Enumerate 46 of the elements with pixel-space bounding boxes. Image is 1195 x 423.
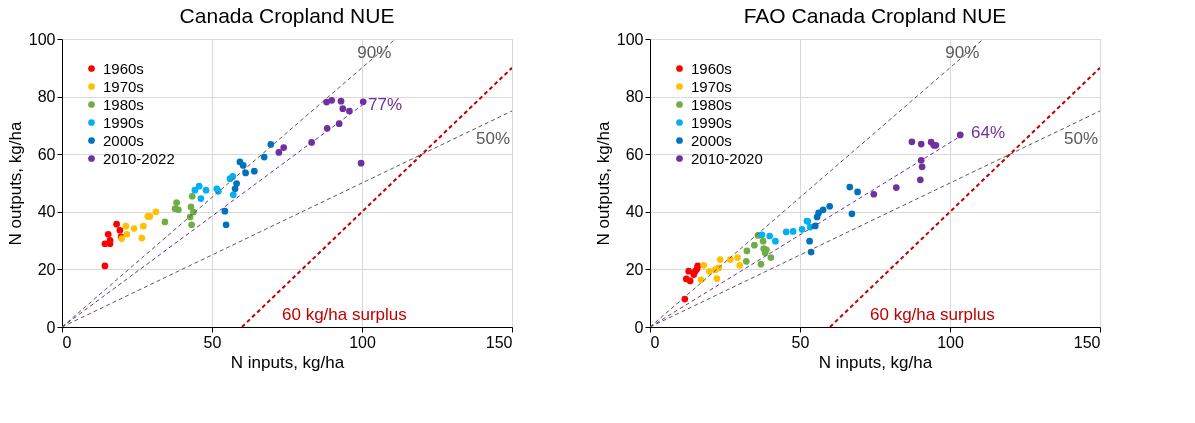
legend-label: 1990s <box>691 113 732 131</box>
series-label: 50% <box>475 129 510 148</box>
y-tick-label: 20 <box>625 260 644 278</box>
series-label: 60 kg/ha surplus <box>870 305 995 324</box>
y-tick-label: 40 <box>625 203 644 221</box>
y-tick-label: 0 <box>46 318 56 336</box>
y-tick-label: 40 <box>37 203 56 221</box>
chart-title: FAO Canada Cropland NUE <box>743 4 1007 27</box>
series-label: 50% <box>1063 129 1098 148</box>
chart-title: Canada Cropland NUE <box>179 4 395 27</box>
legend-label: 1980s <box>691 95 732 113</box>
series-label: 90% <box>357 43 392 62</box>
legend-label: 2010-2022 <box>103 149 175 167</box>
legend-label: 2000s <box>103 131 144 149</box>
x-axis-title: N inputs, kg/ha <box>818 352 933 372</box>
series-label: 60 kg/ha surplus <box>282 305 407 324</box>
x-tick-label: 100 <box>937 333 964 351</box>
series-label: 77% <box>368 95 403 115</box>
legend-label: 1970s <box>103 77 144 95</box>
y-tick-label: 60 <box>37 145 56 163</box>
y-tick-label: 20 <box>37 260 56 278</box>
y-axis-title: N outputs, kg/ha <box>5 121 25 246</box>
x-tick-label: 150 <box>485 333 513 351</box>
legend-label: 1960s <box>103 59 144 77</box>
y-tick-label: 100 <box>28 30 56 48</box>
legend-label: 1980s <box>103 95 144 113</box>
y-tick-label: 60 <box>625 145 644 163</box>
x-tick-label: 0 <box>62 333 72 351</box>
legend-label: 1970s <box>691 77 732 95</box>
legend-label: 1990s <box>103 113 144 131</box>
legend-label: 1960s <box>691 59 732 77</box>
y-tick-label: 100 <box>616 30 644 48</box>
legend-label: 2010-2020 <box>691 149 763 167</box>
legend-label: 2000s <box>691 131 732 149</box>
x-tick-label: 100 <box>349 333 376 351</box>
y-axis-title: N outputs, kg/ha <box>593 121 613 246</box>
series-label: 64% <box>971 123 1006 143</box>
x-tick-label: 150 <box>1073 333 1101 351</box>
x-tick-label: 50 <box>791 333 810 351</box>
x-axis-title: N inputs, kg/ha <box>230 352 345 372</box>
x-tick-label: 50 <box>203 333 222 351</box>
y-tick-label: 80 <box>37 88 56 106</box>
x-tick-label: 0 <box>650 333 660 351</box>
y-tick-label: 80 <box>625 88 644 106</box>
series-label: 90% <box>945 43 980 62</box>
y-tick-label: 0 <box>634 318 644 336</box>
